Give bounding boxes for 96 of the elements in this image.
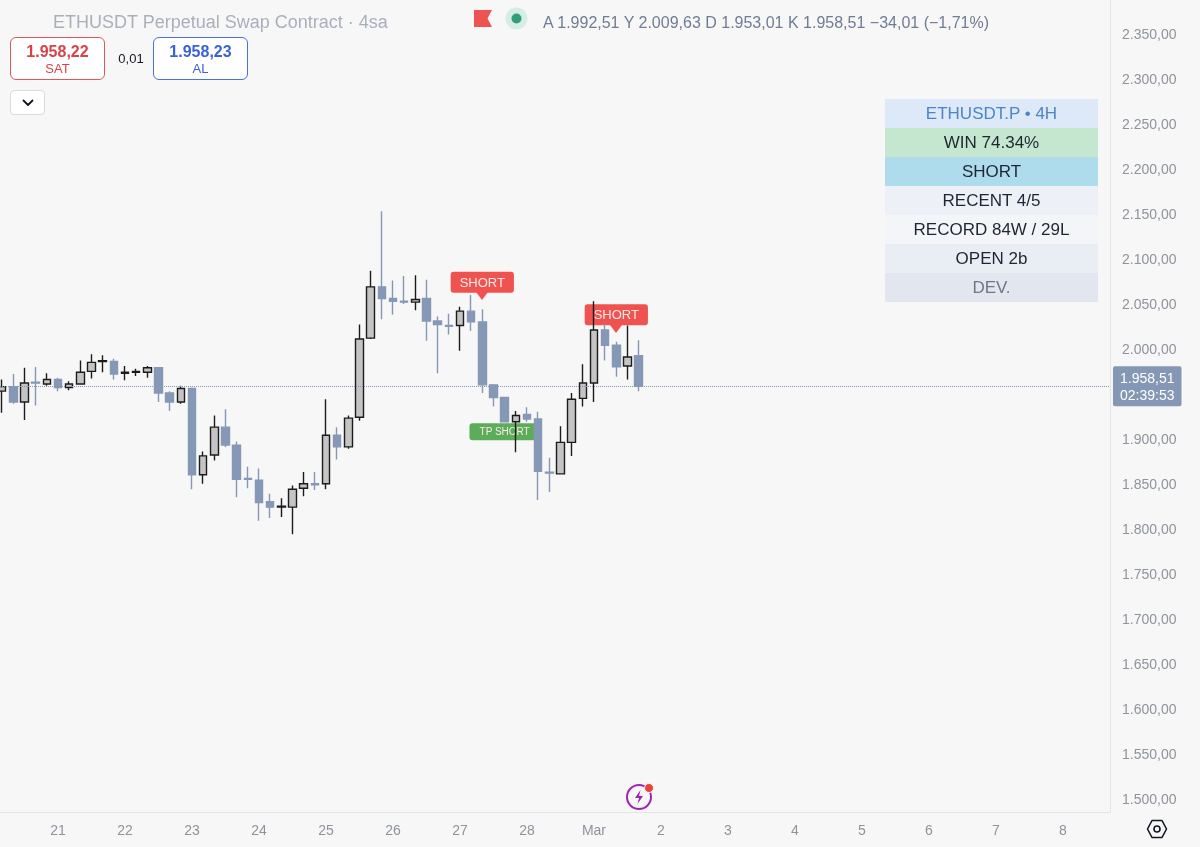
candlestick: [332, 426, 342, 461]
y-tick-label: 1.700,00: [1122, 610, 1177, 627]
x-tick-label: 2: [657, 822, 666, 838]
candlestick: [19, 367, 30, 421]
y-tick-label: 2.000,00: [1122, 340, 1177, 357]
annotation: SHORT: [885, 157, 1098, 186]
y-tick-label: 2.350,00: [1122, 26, 1177, 43]
x-tick-label: Mar: [581, 822, 607, 838]
candlestick: [120, 365, 130, 382]
candlestick: [522, 406, 532, 423]
y-tick-label: 1.800,00: [1122, 520, 1177, 537]
x-tick-label: 22: [117, 822, 133, 838]
x-tick-label: 7: [992, 822, 1001, 838]
x-tick-label: 28: [519, 822, 535, 838]
candlestick: [365, 269, 376, 340]
text: ETHUSDT Perpetual Swap Contract · 4sa: [53, 12, 389, 32]
candlestick: [622, 324, 633, 381]
x-tick-label: 23: [184, 822, 200, 838]
y-tick-label: 2.300,00: [1122, 71, 1177, 88]
candlestick: [578, 363, 588, 408]
candlestick: [343, 414, 354, 450]
annotation: AL: [191, 61, 210, 76]
candlestick: [231, 440, 242, 498]
annotation: OPEN 2b: [885, 244, 1098, 273]
candlestick: [399, 275, 409, 305]
y-tick-label: 2.250,00: [1122, 116, 1177, 133]
x-tick-label: 24: [251, 822, 267, 838]
candlestick: [566, 392, 577, 457]
annotation: SAT: [44, 61, 71, 76]
candlestick: [86, 353, 97, 380]
candlestick: [354, 323, 365, 422]
candlestick: [321, 398, 331, 490]
x-tick-label: 6: [925, 822, 934, 838]
y-tick-label: 1.750,00: [1122, 565, 1177, 582]
candlestick: [243, 466, 253, 489]
candlestick: [109, 358, 119, 381]
candlestick: [455, 305, 465, 352]
candlestick: [421, 278, 432, 342]
x-tick-label: 25: [318, 822, 334, 838]
candlestick: [131, 367, 141, 377]
candlestick: [265, 492, 275, 519]
annotation: SHORT: [593, 307, 639, 323]
annotation: DEV.: [885, 273, 1098, 302]
candlestick: [287, 484, 298, 535]
candlestick: [600, 323, 610, 362]
candlestick: [220, 408, 231, 448]
x-tick-label: 26: [385, 822, 401, 838]
annotation: SHORT: [459, 274, 505, 290]
x-tick-label: 21: [50, 822, 66, 838]
annotation: WIN 74.34%: [885, 128, 1098, 157]
text: A 1.992,51 Y 2.009,63 D 1.953,01 K 1.958,51 −34,01 (−1,71%): [543, 13, 989, 31]
annotation: 1.958,23: [168, 43, 233, 61]
candlestick: [611, 341, 622, 378]
candlestick: [388, 279, 398, 316]
candlestick: [209, 414, 220, 462]
y-tick-label: 1.550,00: [1122, 745, 1177, 762]
candlestick: [142, 365, 153, 379]
candlestick: [544, 457, 555, 493]
annotation: ETHUSDT.P • 4H: [885, 99, 1098, 128]
y-tick-label: 2.200,00: [1122, 161, 1177, 178]
y-tick-label: 1.600,00: [1122, 700, 1177, 717]
candlestick: [555, 425, 566, 475]
y-tick-label: 2.150,00: [1122, 206, 1177, 223]
y-tick-label: 2.100,00: [1122, 250, 1177, 267]
candlestick: [466, 294, 476, 332]
candlestick: [176, 385, 186, 405]
x-tick-label: 3: [724, 822, 733, 838]
ref-line-label: 1.958,51 02:39:53: [1120, 369, 1175, 403]
annotation: RECENT 4/5: [885, 186, 1098, 215]
candlestick: [254, 467, 264, 522]
annotation: 0,01: [117, 51, 145, 66]
candlestick: [75, 359, 86, 386]
candlestick: [198, 450, 208, 485]
y-tick-label: 1.650,00: [1122, 655, 1177, 672]
x-tick-label: 27: [452, 822, 468, 838]
candlestick: [499, 396, 510, 423]
annotation: 1.958,22: [25, 43, 90, 61]
candlestick: [432, 315, 443, 374]
candlestick: [533, 411, 543, 501]
y-tick-label: 1.500,00: [1122, 790, 1177, 807]
y-tick-label: 2.050,00: [1122, 295, 1177, 312]
candlestick: [444, 313, 454, 336]
x-tick-label: 8: [1059, 822, 1068, 838]
candlestick: [42, 372, 52, 387]
x-tick-label: 5: [858, 822, 867, 838]
y-tick-label: 1.850,00: [1122, 475, 1177, 492]
x-tick-label: 4: [791, 822, 800, 838]
candlestick: [298, 471, 309, 498]
candlestick: [164, 390, 175, 412]
candlestick: [276, 497, 287, 518]
y-tick-label: 1.900,00: [1122, 430, 1177, 447]
candlestick: [377, 210, 387, 320]
annotation: RECORD 84W / 29L: [885, 215, 1098, 244]
candlestick: [410, 274, 421, 311]
candlestick: [310, 471, 320, 491]
candlestick: [97, 354, 108, 373]
